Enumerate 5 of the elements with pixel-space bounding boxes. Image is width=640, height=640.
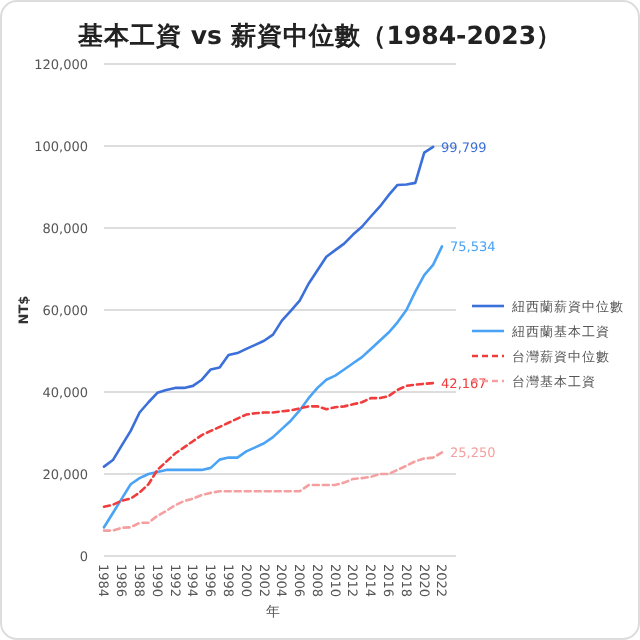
chart-title: 基本工資 vs 薪資中位數（1984-2023） <box>75 20 563 50</box>
line-series <box>102 245 444 529</box>
line-series <box>102 451 444 532</box>
line-series <box>102 145 435 468</box>
line-series <box>102 381 435 509</box>
